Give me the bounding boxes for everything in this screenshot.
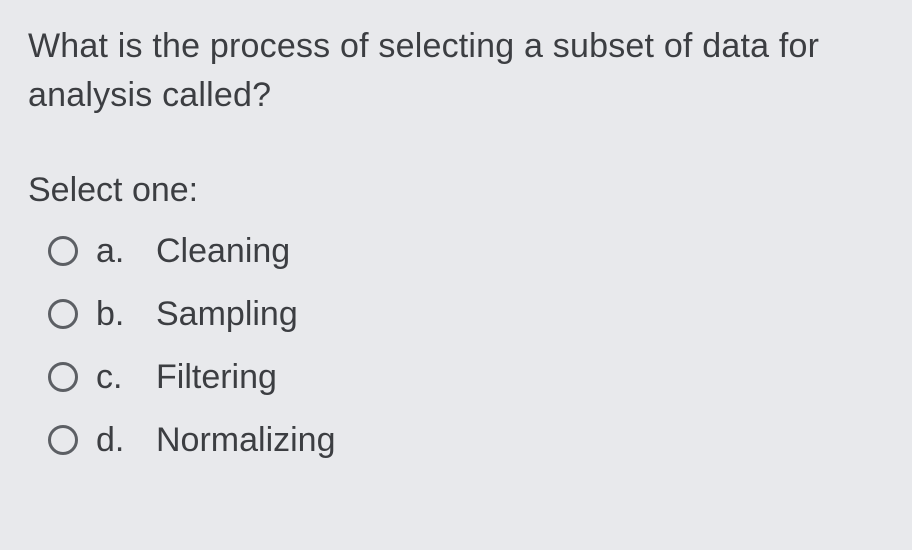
option-row-d[interactable]: d. Normalizing [48,421,884,460]
option-row-c[interactable]: c. Filtering [48,358,884,397]
option-letter: b. [96,295,144,334]
option-letter: d. [96,421,144,460]
option-label: Cleaning [156,232,290,271]
option-label: Filtering [156,358,277,397]
select-one-label: Select one: [28,171,884,210]
option-label: Normalizing [156,421,336,460]
radio-b[interactable] [48,299,78,329]
radio-c[interactable] [48,362,78,392]
question-text: What is the process of selecting a subse… [28,22,884,121]
radio-a[interactable] [48,236,78,266]
option-letter: a. [96,232,144,271]
option-row-a[interactable]: a. Cleaning [48,232,884,271]
radio-d[interactable] [48,425,78,455]
option-row-b[interactable]: b. Sampling [48,295,884,334]
option-label: Sampling [156,295,298,334]
option-letter: c. [96,358,144,397]
options-list: a. Cleaning b. Sampling c. Filtering d. … [28,232,884,460]
